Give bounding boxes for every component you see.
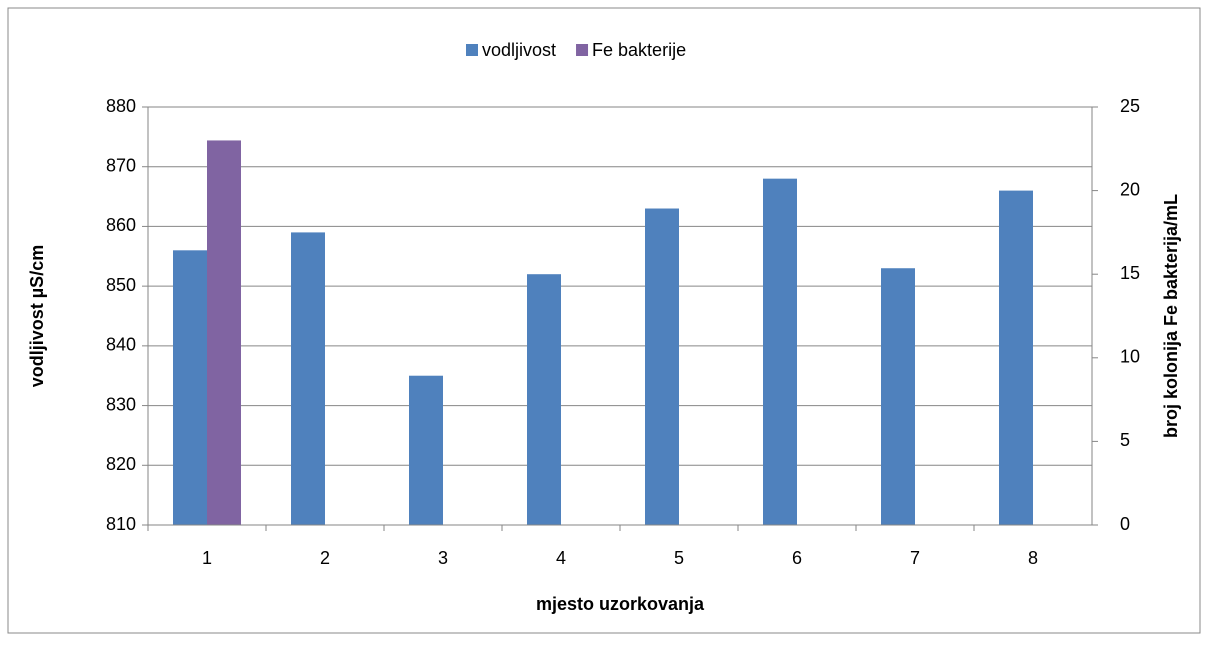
bar [527, 274, 561, 525]
y-tick-label: 860 [106, 215, 136, 235]
y2-tick-label: 25 [1120, 96, 1140, 116]
bar [291, 232, 325, 525]
y2-tick-label: 20 [1120, 179, 1140, 199]
x-tick-label: 5 [674, 548, 684, 568]
bar [881, 268, 915, 525]
bar [999, 190, 1033, 525]
legend-label: vodljivost [482, 40, 556, 60]
x-axis-title: mjesto uzorkovanja [536, 594, 705, 614]
y2-tick-label: 10 [1120, 347, 1140, 367]
bar [207, 140, 241, 525]
x-tick-label: 8 [1028, 548, 1038, 568]
y-tick-label: 870 [106, 155, 136, 175]
y-tick-label: 830 [106, 394, 136, 414]
x-tick-label: 3 [438, 548, 448, 568]
y-tick-label: 840 [106, 335, 136, 355]
x-tick-label: 7 [910, 548, 920, 568]
x-tick-label: 6 [792, 548, 802, 568]
y-tick-label: 880 [106, 96, 136, 116]
y2-tick-label: 15 [1120, 263, 1140, 283]
y2-tick-label: 5 [1120, 430, 1130, 450]
legend-swatch [466, 44, 478, 56]
y-axis-title: vodljivost µS/cm [27, 245, 47, 387]
legend-label: Fe bakterije [592, 40, 686, 60]
bar [763, 178, 797, 525]
y2-axis-title: broj kolonija Fe bakterija/mL [1161, 194, 1181, 438]
x-tick-label: 2 [320, 548, 330, 568]
bar [173, 250, 207, 526]
y-tick-label: 820 [106, 454, 136, 474]
bar [645, 208, 679, 525]
x-tick-label: 1 [202, 548, 212, 568]
legend-swatch [576, 44, 589, 56]
y-tick-label: 850 [106, 275, 136, 295]
x-tick-label: 4 [556, 548, 566, 568]
y2-tick-label: 0 [1120, 514, 1130, 534]
y-tick-label: 810 [106, 514, 136, 534]
bar [409, 375, 443, 525]
